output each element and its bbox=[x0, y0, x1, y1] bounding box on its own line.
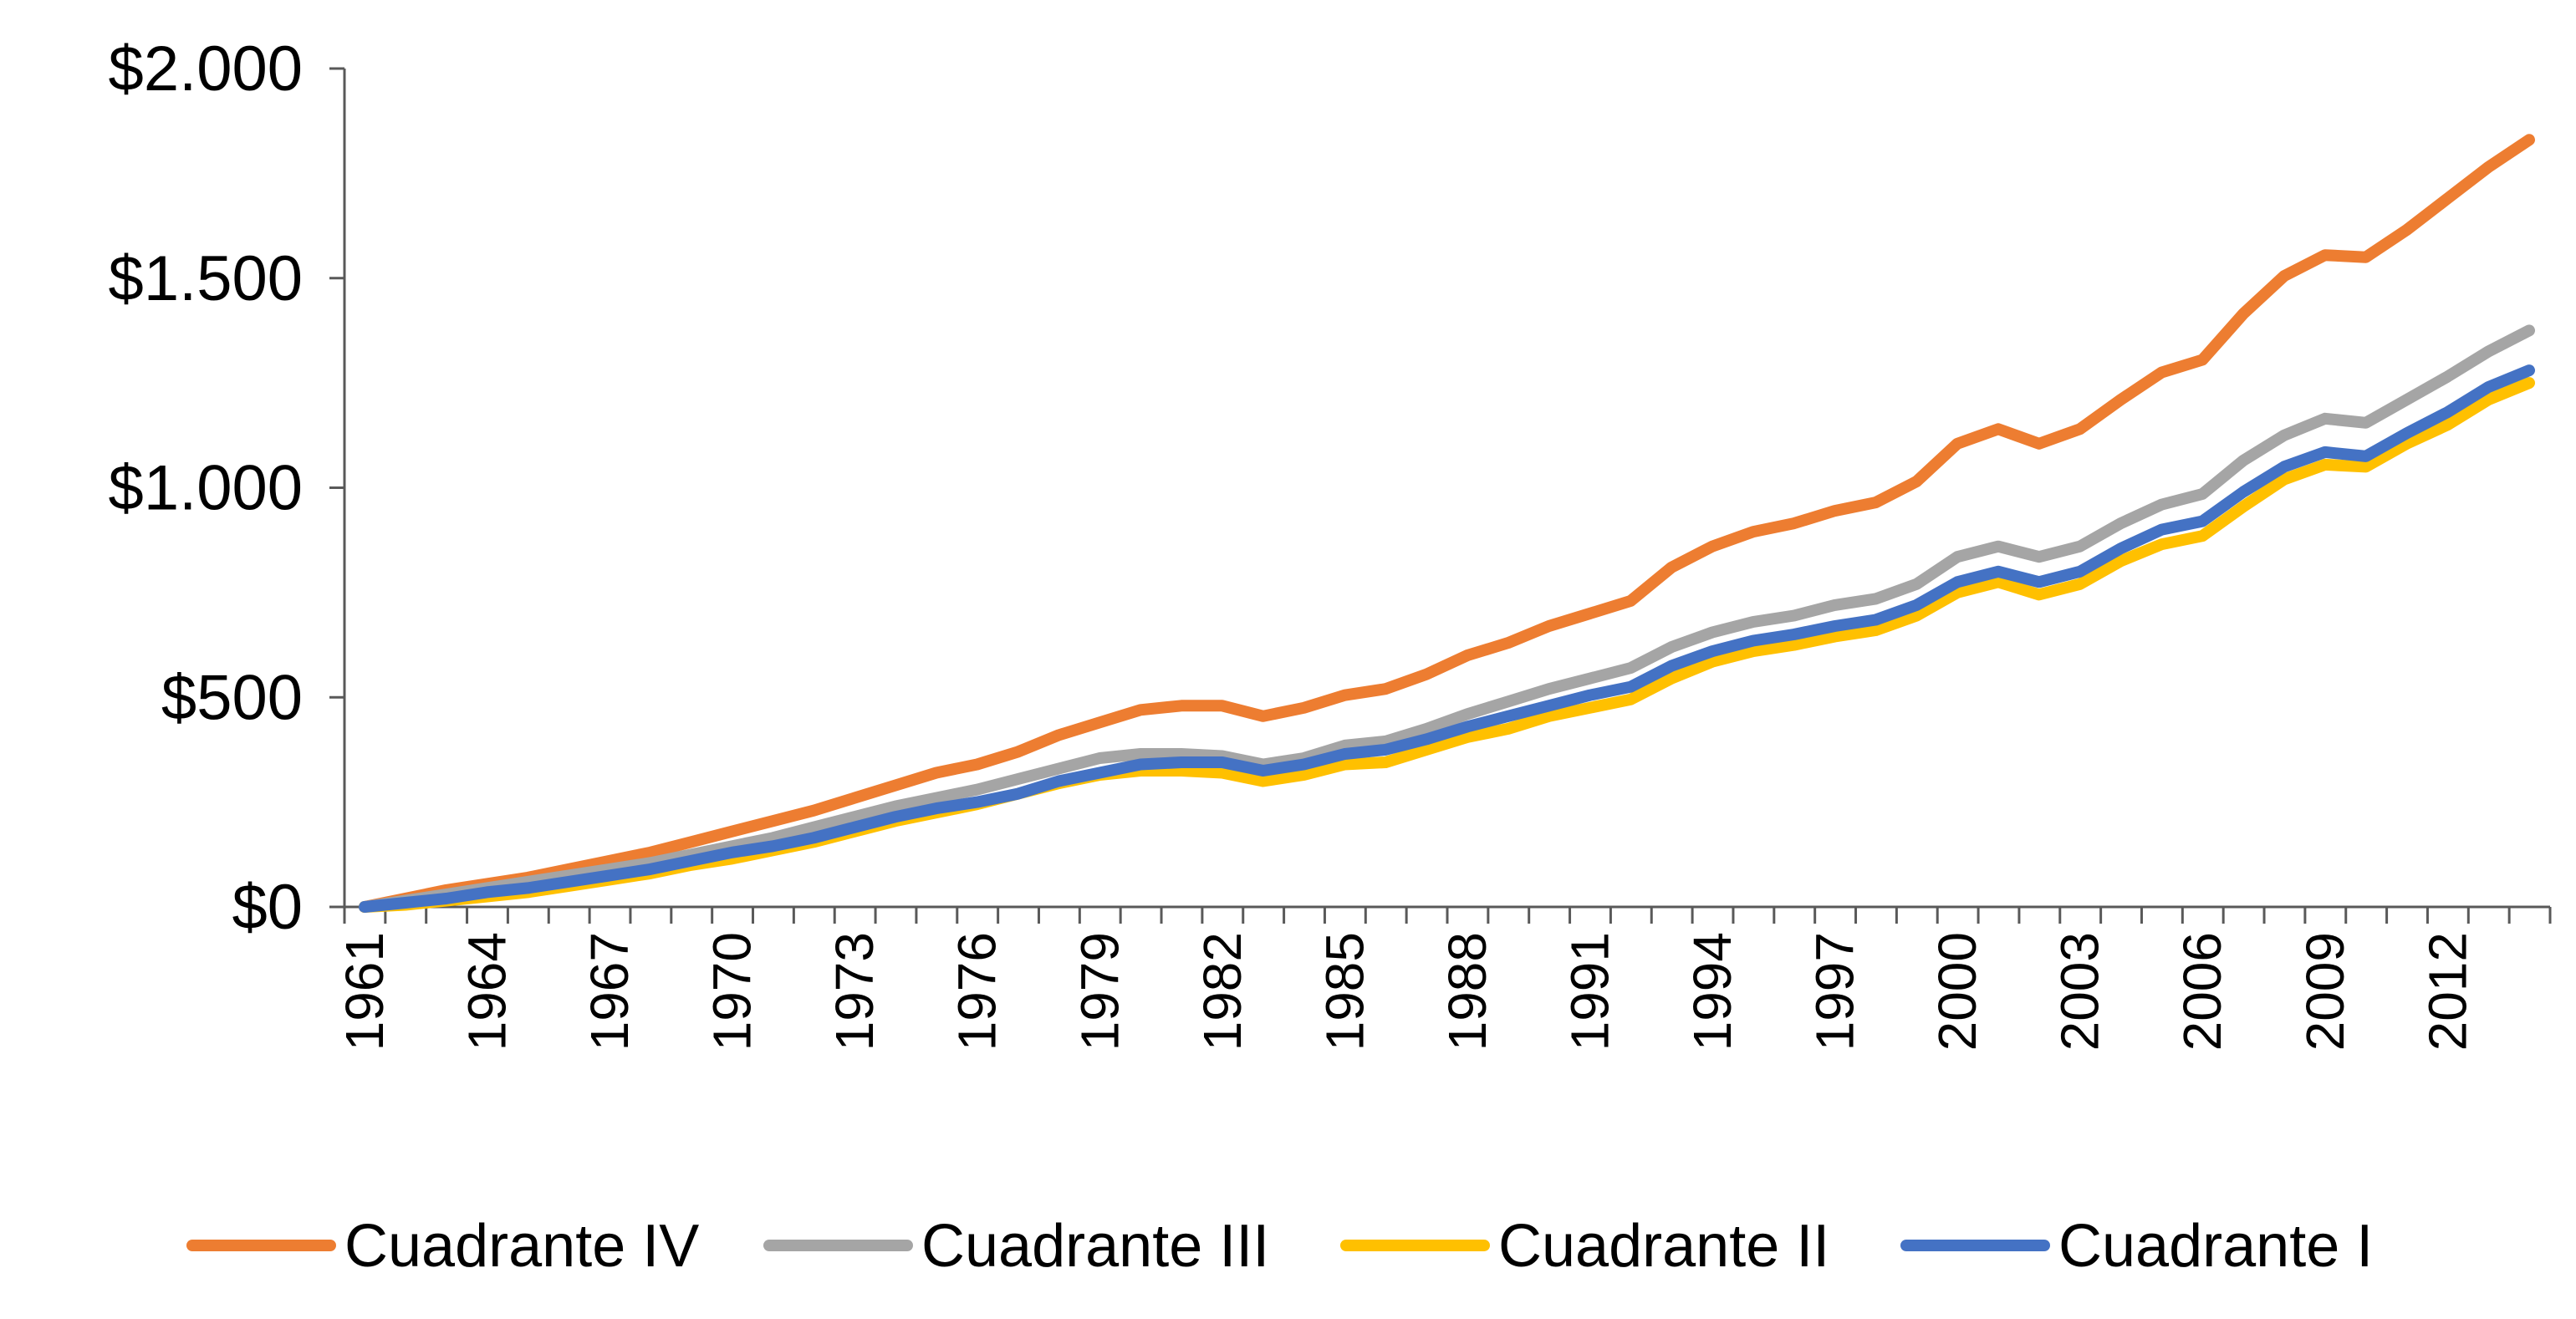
x-tick-label: 1994 bbox=[1682, 932, 1742, 1051]
series-line-3 bbox=[359, 377, 2535, 913]
legend-label-4: Cuadrante I bbox=[2058, 1213, 2373, 1280]
legend-label-3: Cuadrante II bbox=[1498, 1213, 1829, 1280]
x-tick-label: 1970 bbox=[702, 932, 763, 1051]
x-tick-label: 2000 bbox=[1927, 932, 1987, 1051]
x-tick-label: 1973 bbox=[824, 932, 885, 1051]
x-tick-label: 1988 bbox=[1437, 932, 1497, 1051]
axes: $0 $500 $1.000 $1.500 $2.000 1961 1964 1967 1970… bbox=[109, 33, 2552, 1051]
y-tick-label: $500 bbox=[161, 662, 303, 733]
x-tick-label: 1964 bbox=[457, 932, 518, 1051]
x-tick-label: 2003 bbox=[2050, 932, 2110, 1051]
legend-label-2: Cuadrante III bbox=[921, 1213, 1269, 1280]
x-tick-label: 1982 bbox=[1192, 932, 1252, 1051]
series-line-1 bbox=[359, 134, 2535, 913]
x-tick-label: 1976 bbox=[947, 932, 1007, 1051]
x-tick-label: 1985 bbox=[1314, 932, 1375, 1051]
series-lines bbox=[359, 134, 2535, 913]
x-tick-label: 1961 bbox=[334, 932, 395, 1051]
y-tick-label: $1.500 bbox=[109, 243, 303, 314]
legend-label-1: Cuadrante IV bbox=[344, 1213, 699, 1280]
x-tick-label: 1991 bbox=[1559, 932, 1620, 1051]
y-tick-label: $0 bbox=[232, 872, 303, 943]
x-tick-label: 1967 bbox=[579, 932, 640, 1051]
x-tick-label: 2012 bbox=[2417, 932, 2477, 1051]
x-tick-label: 1979 bbox=[1069, 932, 1130, 1051]
x-tick-label: 1997 bbox=[1805, 932, 1865, 1051]
x-tick-label: 2009 bbox=[2295, 932, 2355, 1051]
legend: Cuadrante IV Cuadrante III Cuadrante II Cua… bbox=[186, 1213, 2373, 1280]
x-tick-label: 2006 bbox=[2172, 932, 2232, 1051]
y-tick-label: $1.000 bbox=[109, 453, 303, 524]
y-tick-label: $2.000 bbox=[109, 33, 303, 104]
series-line-2 bbox=[359, 324, 2535, 913]
series-line-4 bbox=[359, 364, 2535, 913]
